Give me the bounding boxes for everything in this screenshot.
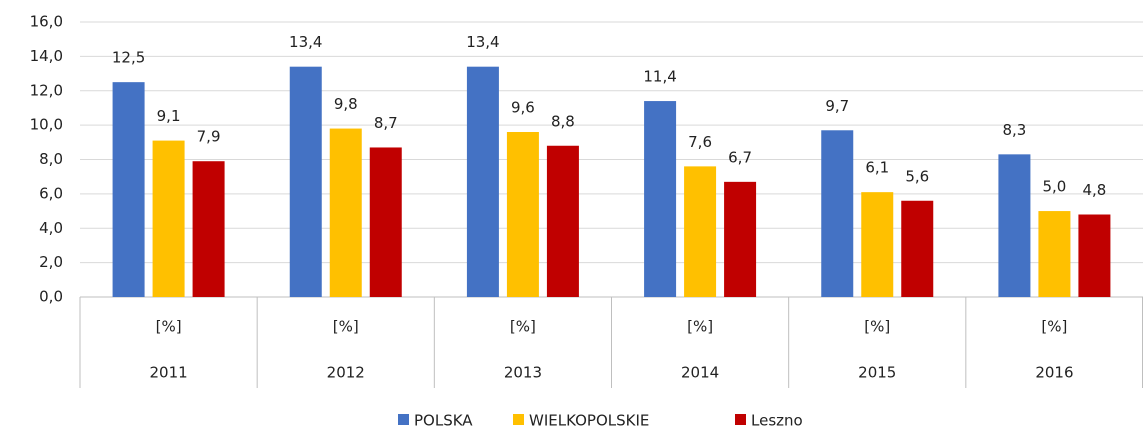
data-label: 6,7 [728,148,752,166]
bar [684,166,717,297]
legend-label: WIELKOPOLSKIE [529,412,649,429]
y-tick-label: 16,0 [30,13,63,31]
y-tick-label: 0,0 [39,288,63,306]
bar [112,82,145,297]
y-tick-label: 6,0 [39,184,63,202]
bar [546,145,579,297]
data-label: 9,8 [334,95,358,113]
data-label: 8,3 [1002,121,1026,139]
data-label: 13,4 [466,33,499,51]
bar [289,66,322,297]
bar [466,66,499,297]
subcategory-label: [%] [333,318,359,336]
y-tick-label: 14,0 [30,47,63,65]
bar [152,140,185,297]
data-label: 5,0 [1042,178,1066,196]
data-label: 4,8 [1082,181,1106,199]
bar [1078,214,1111,297]
x-tick-label: 2013 [504,364,542,382]
bar [821,130,854,297]
data-label: 7,9 [197,128,221,146]
subcategory-label: [%] [510,318,536,336]
data-label: 11,4 [643,68,676,86]
bar [192,161,225,297]
subcategory-label: [%] [687,318,713,336]
bar [644,101,677,297]
legend-swatch [398,414,409,425]
y-tick-label: 2,0 [39,253,63,271]
bar [724,181,757,297]
subcategory-label: [%] [864,318,890,336]
legend-swatch [513,414,524,425]
legend-label: Leszno [751,412,803,429]
bar [861,192,894,297]
legend-label: POLSKA [414,412,473,429]
data-label: 7,6 [688,133,712,151]
subcategory-label: [%] [156,318,182,336]
y-tick-label: 8,0 [39,150,63,168]
bar [901,200,934,297]
bar [506,132,539,297]
subcategory-label: [%] [1041,318,1067,336]
data-label: 9,1 [157,107,181,125]
data-label: 6,1 [865,159,889,177]
data-label: 9,7 [825,97,849,115]
y-tick-label: 12,0 [30,81,63,99]
bar [1038,211,1071,297]
bar [998,154,1031,297]
bar [329,128,362,297]
data-label: 8,7 [374,114,398,132]
x-tick-label: 2016 [1035,364,1073,382]
bar [369,147,402,297]
data-label: 13,4 [289,33,322,51]
x-tick-label: 2015 [858,364,896,382]
x-tick-label: 2011 [149,364,187,382]
data-label: 9,6 [511,99,535,117]
x-tick-label: 2014 [681,364,719,382]
y-tick-label: 10,0 [30,116,63,134]
legend-swatch [735,414,746,425]
y-tick-label: 4,0 [39,219,63,237]
data-label: 8,8 [551,112,575,130]
data-label: 12,5 [112,49,145,67]
x-tick-label: 2012 [327,364,365,382]
data-label: 5,6 [905,167,929,185]
